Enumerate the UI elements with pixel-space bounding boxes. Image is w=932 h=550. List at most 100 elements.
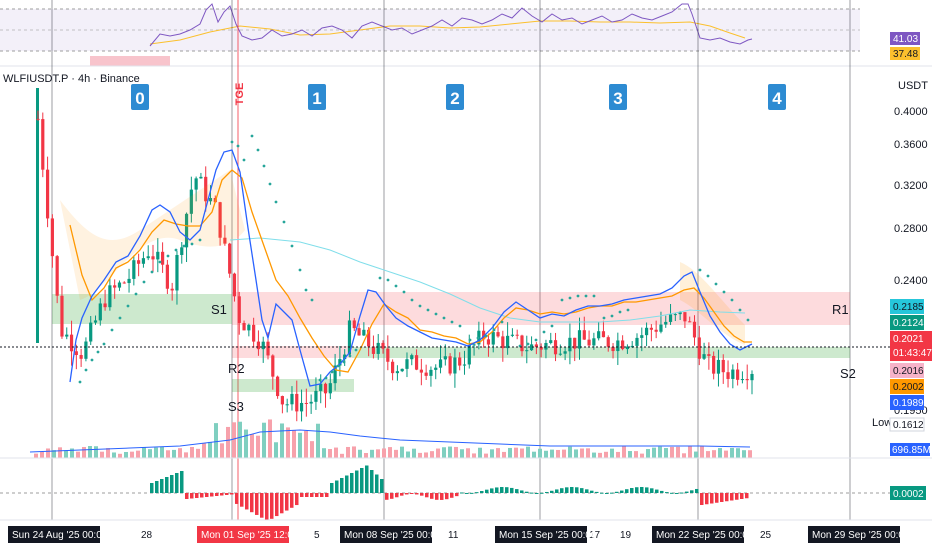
candle-body-83 <box>434 367 438 370</box>
chart-title: WLFIUSDT.P · 4h · Binance <box>3 73 140 85</box>
phase-4-box: 4 <box>768 84 786 110</box>
volume-bar-78 <box>502 451 506 458</box>
candle-body-38 <box>218 202 222 238</box>
sar-dot-15 <box>190 242 194 246</box>
macd-bar-98 <box>640 487 644 493</box>
volume-bar-51 <box>340 453 344 458</box>
macd-bar-80 <box>550 490 554 493</box>
macd-bar-36 <box>330 483 334 493</box>
candle-body-127 <box>644 327 649 336</box>
sar-dot-6 <box>118 316 122 320</box>
svg-text:41.03: 41.03 <box>893 34 918 45</box>
svg-text:0.2185: 0.2185 <box>893 302 924 313</box>
sar-dot-55 <box>534 338 538 342</box>
candle-body-105 <box>539 346 543 350</box>
candle-body-74 <box>391 361 395 374</box>
candle-body-128 <box>649 327 653 330</box>
svg-text:0.2021: 0.2021 <box>893 334 924 345</box>
macd-bar-83 <box>565 487 569 493</box>
sar-dot-23 <box>268 182 272 186</box>
candle-body-122 <box>621 340 625 350</box>
candle-body-0 <box>36 118 40 120</box>
macd-bar-75 <box>525 491 529 493</box>
sar-dot-22 <box>262 164 266 168</box>
price-label-7: 0.1612 <box>889 417 925 432</box>
macd-bar-111 <box>705 493 709 505</box>
volume-bar-9 <box>88 446 92 458</box>
volume-bar-16 <box>130 451 134 458</box>
candle-body-31 <box>184 213 189 248</box>
volume-bar-12 <box>106 448 110 458</box>
macd-bar-14 <box>220 493 224 496</box>
macd-bar-91 <box>605 492 609 494</box>
candle-body-46 <box>256 341 261 350</box>
sar-dot-13 <box>174 248 178 252</box>
sar-dot-50 <box>484 334 488 338</box>
svg-text:Mon 15 Sep '25 00:00: Mon 15 Sep '25 00:00 <box>499 530 597 541</box>
sar-dot-62 <box>592 294 596 298</box>
macd-bar-7 <box>185 493 189 499</box>
volume-bar-59 <box>388 447 392 458</box>
svg-text:0.2124: 0.2124 <box>893 318 924 329</box>
sar-dot-44 <box>434 312 438 316</box>
volume-bar-94 <box>598 452 602 458</box>
candle-body-77 <box>405 359 409 369</box>
volume-bar-18 <box>142 447 146 458</box>
macd-bar-48 <box>390 493 394 499</box>
volume-bar-83 <box>532 451 536 458</box>
macd-bar-96 <box>630 488 634 493</box>
sar-dot-0 <box>78 380 82 384</box>
macd-bar-3 <box>165 477 169 493</box>
candle-body-107 <box>549 340 553 343</box>
volume-bar-22 <box>166 450 170 458</box>
candle-body-103 <box>529 344 534 351</box>
y-tick-4: 0.2400 <box>894 275 928 287</box>
volume-bar-45 <box>304 430 308 458</box>
volume-bar-112 <box>706 451 710 458</box>
sar-dot-26 <box>290 244 294 248</box>
date-badge-4: Mon 22 Sep '25 00:00 <box>652 526 754 543</box>
price-label-0: 0.2185 <box>890 299 924 314</box>
candle-body-130 <box>659 324 663 332</box>
volume-bar-117 <box>736 448 740 458</box>
macd-bar-57 <box>435 493 439 500</box>
macd-bar-87 <box>585 489 589 493</box>
macd-bar-50 <box>400 493 404 496</box>
macd-bar-44 <box>370 470 374 493</box>
macd-bar-69 <box>495 487 499 493</box>
volume-bar-3 <box>52 450 56 458</box>
volume-bar-108 <box>682 453 686 458</box>
sar-dot-37 <box>378 276 382 280</box>
candle-body-82 <box>429 369 433 376</box>
macd-bar-54 <box>420 493 424 496</box>
sar-dot-61 <box>584 294 588 298</box>
date-tick-2: 11 <box>448 530 459 541</box>
volume-bar-29 <box>208 441 212 458</box>
candle-body-76 <box>400 368 404 372</box>
volume-bar-70 <box>454 446 458 458</box>
macd-bar-4 <box>170 475 174 493</box>
volume-bar-99 <box>628 451 632 458</box>
sar-dot-24 <box>274 200 278 204</box>
volume-bar-15 <box>124 451 128 458</box>
volume-bar-36 <box>250 434 254 458</box>
macd-bar-99 <box>645 487 649 493</box>
volume-bar-85 <box>544 450 548 458</box>
macd-bar-9 <box>195 493 199 498</box>
macd-bar-17 <box>235 493 239 504</box>
volume-bars <box>34 419 752 458</box>
macd-bar-21 <box>255 493 259 515</box>
macd-bar-78 <box>540 492 544 494</box>
macd-bar-24 <box>270 493 274 519</box>
volume-bar-109 <box>688 446 692 458</box>
zone-r1-label: R1 <box>832 302 849 317</box>
phase-3-box: 3 <box>609 84 627 110</box>
sar-dot-51 <box>492 328 496 332</box>
candle-body-2 <box>45 169 50 219</box>
volume-bar-19 <box>148 449 152 458</box>
candle-body-114 <box>582 330 586 340</box>
macd-bar-18 <box>240 493 244 507</box>
candle-body-111 <box>568 337 572 352</box>
volume-bar-92 <box>586 448 590 458</box>
